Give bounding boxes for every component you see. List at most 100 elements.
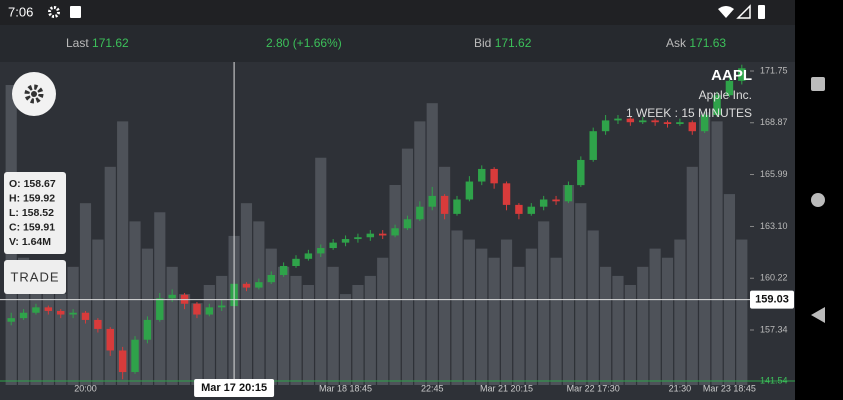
volume-bar <box>476 248 488 385</box>
wifi-icon <box>718 6 734 18</box>
candle-body <box>465 181 474 200</box>
volume-bar <box>67 266 79 385</box>
info-box <box>4 172 66 254</box>
y-tick-label: 157.34 <box>760 324 788 334</box>
candle-body <box>676 122 684 125</box>
volume-bar <box>686 166 698 385</box>
candle-body <box>738 68 746 81</box>
candle-body <box>168 294 176 299</box>
candle-body <box>366 233 375 238</box>
y-tick-label: 168.87 <box>760 117 788 127</box>
candle-body <box>32 307 40 313</box>
volume-bar <box>42 285 54 385</box>
candle-body <box>94 319 102 329</box>
volume-bar <box>327 266 339 385</box>
x-tick-label: 21:30 <box>669 383 692 393</box>
volume-bar <box>723 194 735 385</box>
nav-recents[interactable] <box>811 77 825 91</box>
candle-body <box>69 312 77 315</box>
candle-body <box>527 206 536 214</box>
volume-bar <box>550 257 562 385</box>
volume-bar <box>30 275 42 385</box>
status-bar <box>0 0 795 25</box>
y-tick-label: 165.99 <box>760 169 788 179</box>
volume-bar <box>18 257 30 385</box>
volume-bar <box>674 239 686 385</box>
candle-body <box>539 199 548 207</box>
candle-body <box>515 204 523 214</box>
candle-body <box>601 120 610 132</box>
bid-value: 171.62 <box>495 36 532 50</box>
volume-bar <box>290 275 302 385</box>
volume-bar <box>352 285 364 385</box>
quote-last: Last 171.62 <box>66 36 129 50</box>
nav-home[interactable] <box>811 193 825 207</box>
y-tick-label: 163.10 <box>760 221 788 231</box>
candle-body <box>118 350 127 373</box>
x-tick-label: Mar 23 18:45 <box>703 383 756 393</box>
candle-body <box>341 239 350 243</box>
app-icon <box>70 6 81 18</box>
volume-bar <box>117 121 129 385</box>
candle-body <box>614 118 622 121</box>
candle-body <box>552 199 560 202</box>
crosshair-time: Mar 17 20:15 <box>201 382 267 394</box>
settings-button[interactable] <box>12 72 56 116</box>
candle-body <box>490 168 498 184</box>
candle-body <box>131 339 139 373</box>
candle-body <box>304 253 313 259</box>
volume-bar <box>575 203 587 385</box>
symbol: AAPL <box>711 67 752 84</box>
candle-body <box>106 328 114 351</box>
volume-bar <box>538 221 550 385</box>
candle-body <box>193 303 201 315</box>
candle-body <box>589 131 597 160</box>
volume-bar <box>426 103 438 385</box>
info-line: O: 158.67 <box>9 178 56 190</box>
volume-bar <box>612 275 624 385</box>
volume-bar <box>401 148 414 385</box>
trade-button[interactable]: TRADE <box>4 260 66 294</box>
volume-bar <box>315 157 327 385</box>
candle-body <box>453 199 461 214</box>
volume-bar <box>439 166 451 385</box>
volume-bar <box>216 275 228 385</box>
price-label-box <box>750 290 794 309</box>
candle-body <box>255 282 263 288</box>
volume-bar <box>364 275 376 385</box>
volume-bar <box>339 294 352 385</box>
volume-bar <box>414 121 426 385</box>
candle-body <box>651 120 659 123</box>
candle-body <box>639 120 647 123</box>
candle-body <box>403 219 412 229</box>
y-tick-label: 160.22 <box>760 273 788 283</box>
candle-body <box>663 122 672 125</box>
volume-bar <box>451 230 463 385</box>
volume-bar <box>55 294 67 385</box>
volume-bar <box>624 285 636 385</box>
volume-bar <box>525 248 537 385</box>
y-tick-label: 171.75 <box>760 65 788 75</box>
candle-body <box>391 228 399 236</box>
volume-bar <box>736 239 748 385</box>
nav-back[interactable] <box>811 307 825 323</box>
candle-body <box>577 159 585 186</box>
candle-body <box>502 183 511 205</box>
volume-bar <box>389 185 401 385</box>
last-value: 171.62 <box>92 36 129 50</box>
volume-bar <box>463 239 475 385</box>
volume-bar <box>377 257 389 385</box>
volume-bar <box>513 266 525 385</box>
bid-label: Bid <box>474 36 491 50</box>
candle-body <box>242 283 251 288</box>
candle-body <box>156 298 164 320</box>
candle-body <box>317 248 325 254</box>
candle-body <box>564 185 573 202</box>
settings-icon <box>48 6 60 18</box>
candle-body <box>378 233 387 236</box>
volume-bar <box>253 221 265 385</box>
quote-bid: Bid 171.62 <box>474 36 532 50</box>
candle-body <box>329 242 337 249</box>
volume-bar <box>649 248 661 385</box>
